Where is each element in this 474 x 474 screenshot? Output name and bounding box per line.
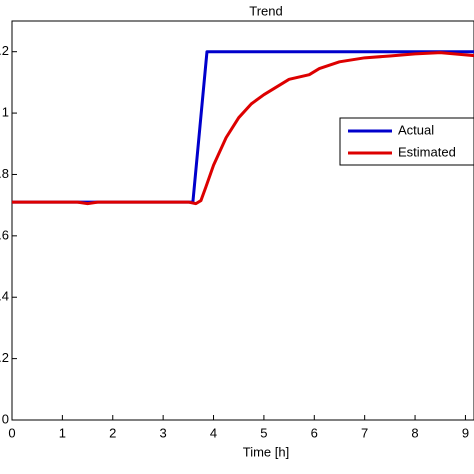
x-tick-label: 3 <box>160 425 167 440</box>
y-tick-label: 0.8 <box>0 166 9 181</box>
x-tick-label: 7 <box>361 425 368 440</box>
x-tick-label: 5 <box>260 425 267 440</box>
x-tick-label: 0 <box>8 425 15 440</box>
legend-label: Actual <box>398 122 434 137</box>
x-tick-label: 6 <box>311 425 318 440</box>
y-tick-label: 1.2 <box>0 43 9 58</box>
series-line <box>12 51 474 206</box>
y-tick-label: 1 <box>2 105 9 120</box>
x-tick-label: 1 <box>59 425 66 440</box>
legend-box <box>339 117 474 166</box>
y-tick-label: 0.6 <box>0 227 9 242</box>
plot-area <box>11 20 474 421</box>
x-tick-label: 9 <box>462 425 469 440</box>
x-axis-label: Time [h] <box>243 444 289 459</box>
x-tick-label: 2 <box>109 425 116 440</box>
x-tick-label: 4 <box>210 425 217 440</box>
y-tick-label: 0.2 <box>0 350 9 365</box>
x-tick-label: 8 <box>411 425 418 440</box>
legend-label: Estimated <box>398 144 456 159</box>
y-tick-label: 0 <box>2 411 9 426</box>
y-tick-label: 0.4 <box>0 289 9 304</box>
chart-title: Trend <box>249 3 282 18</box>
